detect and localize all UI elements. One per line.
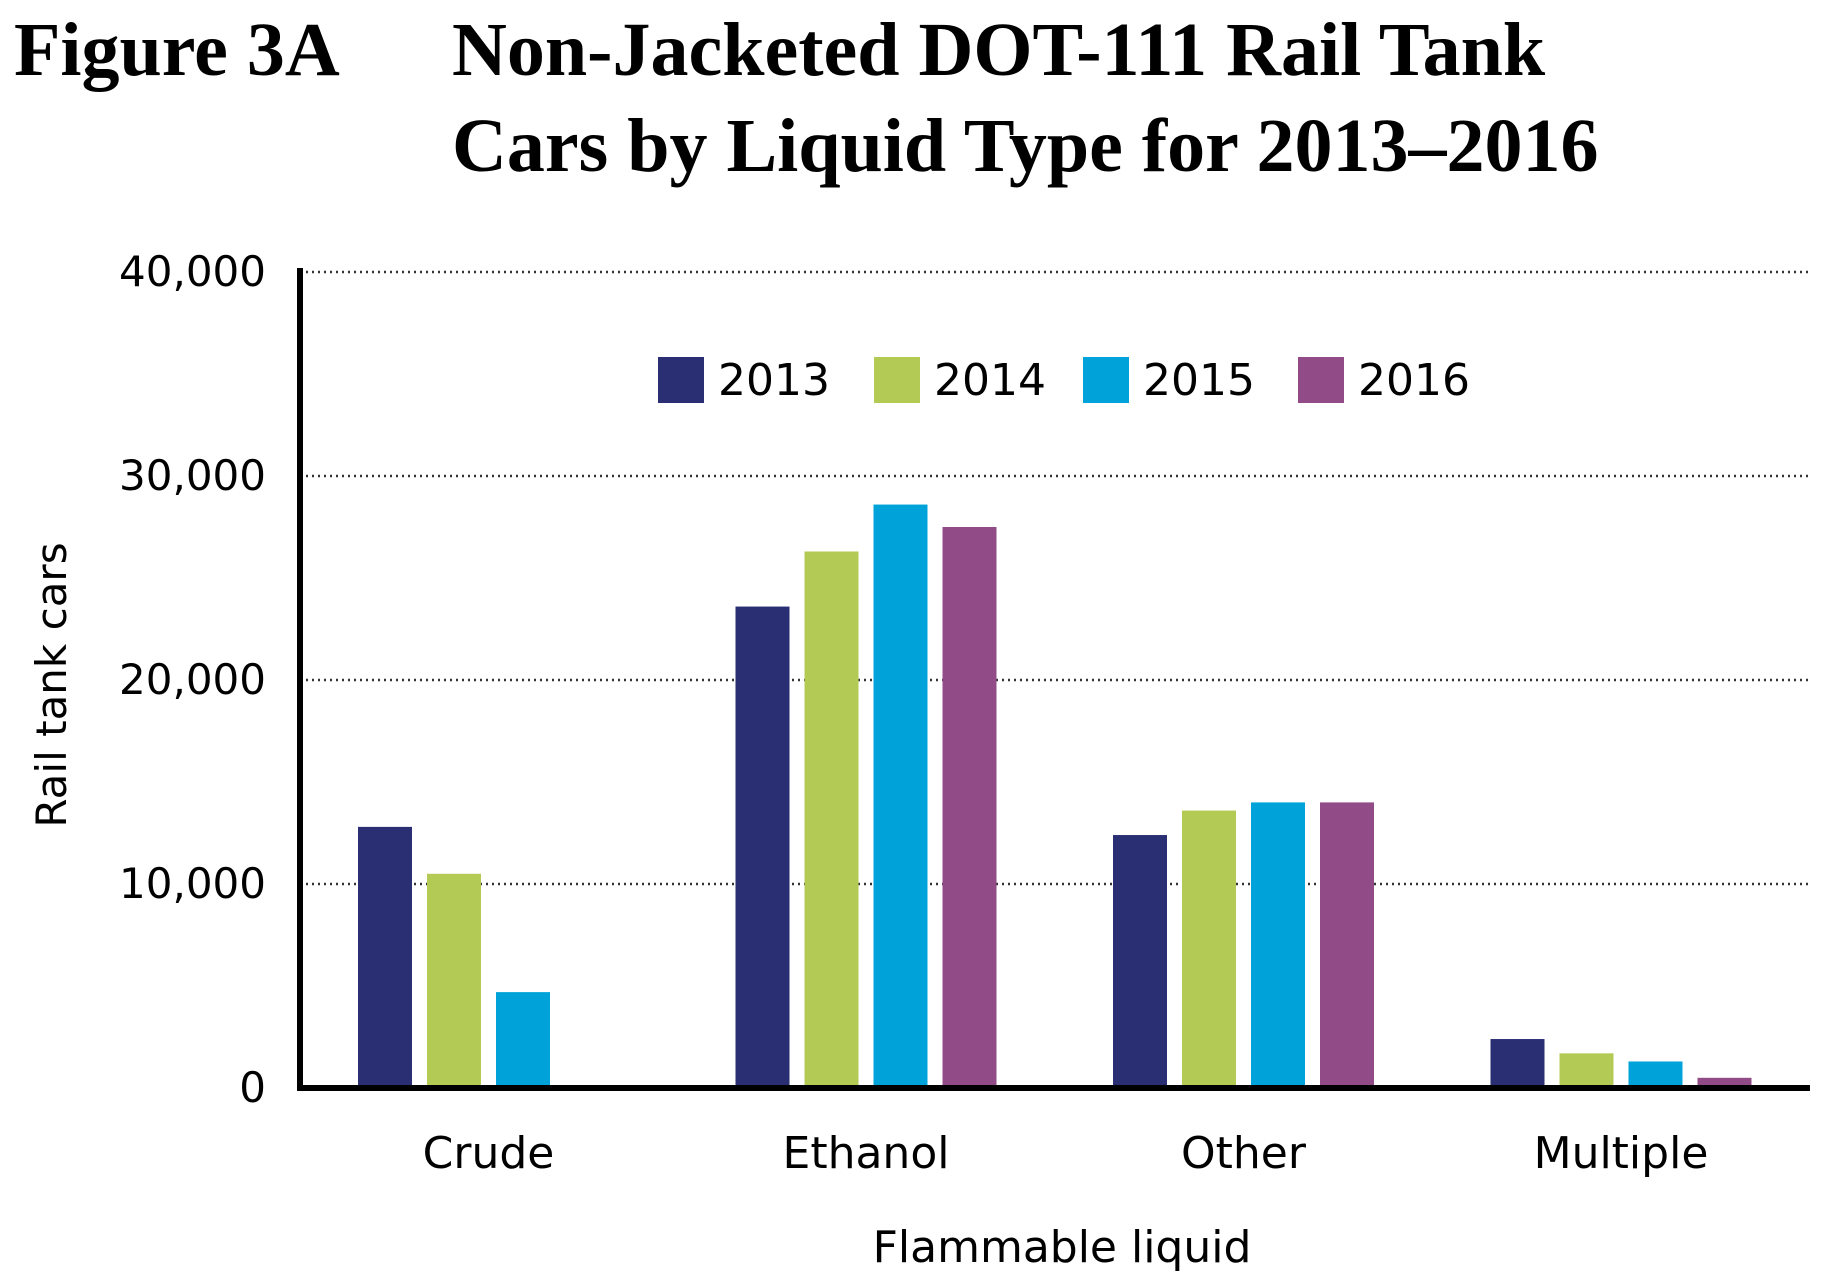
legend-label: 2013 [718, 355, 830, 406]
bar-other-2013 [1113, 835, 1167, 1088]
bar-ethanol-2015 [873, 504, 928, 1088]
legend-swatch-2014 [874, 357, 920, 403]
x-tick-label: Other [1181, 1128, 1307, 1179]
figure-label: Figure 3A [14, 8, 340, 92]
y-tick-label: 10,000 [119, 859, 266, 908]
bar-crude-2014 [427, 873, 481, 1088]
x-tick-label: Ethanol [783, 1128, 950, 1179]
x-axis-label: Flammable liquid [873, 1222, 1252, 1273]
figure-title-line-2: Cars by Liquid Type for 2013–2016 [452, 104, 1599, 188]
y-axis-label: Rail tank cars [27, 542, 76, 827]
y-tick-label: 0 [239, 1063, 266, 1112]
legend: 2013 2014 2015 2016 [658, 355, 1470, 406]
y-tick-label: 20,000 [119, 655, 266, 704]
bar-ethanol-2016 [942, 527, 997, 1088]
legend-label: 2016 [1358, 355, 1470, 406]
bar-multiple-2014 [1559, 1053, 1614, 1088]
bar-other-2015 [1251, 802, 1305, 1088]
bar-multiple-2016 [1697, 1077, 1752, 1088]
legend-label: 2014 [934, 355, 1046, 406]
bar-other-2016 [1320, 802, 1374, 1088]
bar-ethanol-2013 [735, 606, 790, 1088]
gridlines [300, 270, 1810, 886]
legend-label: 2015 [1143, 355, 1255, 406]
figure-title-line-1: Non-Jacketed DOT-111 Rail Tank [452, 8, 1546, 92]
x-tick-label: Multiple [1534, 1128, 1709, 1179]
y-tick-labels: 0 10,000 20,000 30,000 40,000 [119, 247, 266, 1112]
bar-crude-2013 [358, 826, 412, 1088]
bar-ethanol-2014 [804, 551, 859, 1088]
y-tick-label: 40,000 [119, 247, 266, 296]
bar-multiple-2015 [1628, 1061, 1683, 1088]
y-tick-label: 30,000 [119, 451, 266, 500]
axes [297, 268, 1810, 1091]
bars [358, 504, 1752, 1088]
legend-swatch-2015 [1083, 357, 1129, 403]
legend-swatch-2013 [658, 357, 704, 403]
legend-swatch-2016 [1298, 357, 1344, 403]
x-tick-labels: Crude Ethanol Other Multiple [423, 1128, 1709, 1179]
bar-other-2014 [1182, 810, 1236, 1088]
x-tick-label: Crude [423, 1128, 555, 1179]
bar-multiple-2013 [1490, 1039, 1545, 1088]
bar-crude-2015 [496, 992, 550, 1088]
